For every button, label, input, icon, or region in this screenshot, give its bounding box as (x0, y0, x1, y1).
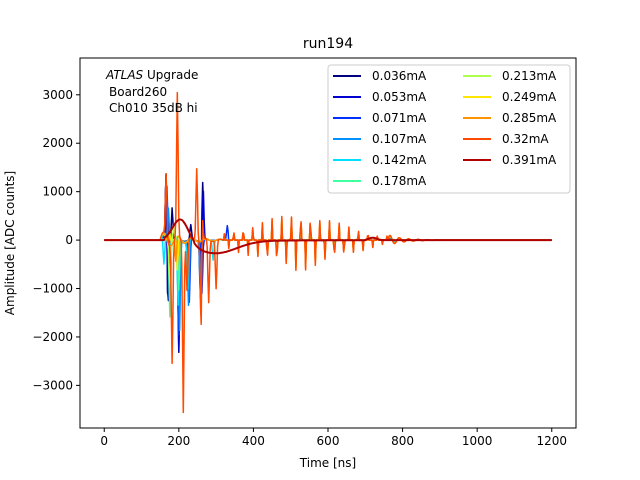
legend-frame (327, 64, 571, 194)
legend-entry: 0.142mA (372, 153, 427, 167)
x-tick-label: 1000 (462, 434, 493, 448)
legend-entry: 0.285mA (502, 111, 557, 125)
legend-entry: 0.178mA (372, 174, 427, 188)
x-axis-label: Time [ns] (299, 456, 356, 470)
series-layer (104, 91, 552, 414)
legend-entry: 0.391mA (502, 153, 557, 167)
annotation: ATLAS Upgrade Board260 Ch010 35dB hi (105, 68, 198, 115)
series-line (104, 218, 552, 255)
x-tick-label: 1200 (536, 434, 567, 448)
annotation-line-2: Board260 (109, 85, 167, 99)
x-tick-label: 200 (167, 434, 190, 448)
legend: 0.036mA 0.053mA 0.071mA 0.107mA 0.142mA 0.178… (327, 64, 571, 194)
y-tick-label: −3000 (32, 378, 73, 392)
x-tick-label: 600 (317, 434, 340, 448)
x-tick-label: 400 (242, 434, 265, 448)
y-tick-label: 2000 (42, 136, 73, 150)
y-tick-label: 1000 (42, 185, 73, 199)
legend-entry: 0.32mA (502, 132, 549, 146)
x-axis: 0 200 400 600 800 1000 1200 (100, 428, 567, 448)
legend-entry: 0.053mA (372, 90, 427, 104)
legend-entry: 0.249mA (502, 90, 557, 104)
legend-entry: 0.036mA (372, 69, 427, 83)
annotation-line-1-text: Upgrade (147, 68, 198, 82)
y-tick-label: −1000 (32, 282, 73, 296)
annotation-line-1: ATLAS Upgrade (105, 68, 198, 82)
legend-entry: 0.071mA (372, 111, 427, 125)
y-axis: −3000 −2000 −1000 0 1000 2000 3000 (32, 88, 80, 392)
y-axis-label: Amplitude [ADC counts] (3, 171, 17, 315)
y-tick-label: −2000 (32, 330, 73, 344)
annotation-italic-prefix: ATLAS (105, 68, 144, 82)
x-tick-label: 800 (391, 434, 414, 448)
legend-entry: 0.107mA (372, 132, 427, 146)
y-tick-label: 0 (65, 233, 73, 247)
legend-entry: 0.213mA (502, 69, 557, 83)
y-tick-label: 3000 (42, 88, 73, 102)
annotation-line-3: Ch010 35dB hi (109, 101, 198, 115)
chart-title: run194 (303, 36, 353, 52)
x-tick-label: 0 (100, 434, 108, 448)
